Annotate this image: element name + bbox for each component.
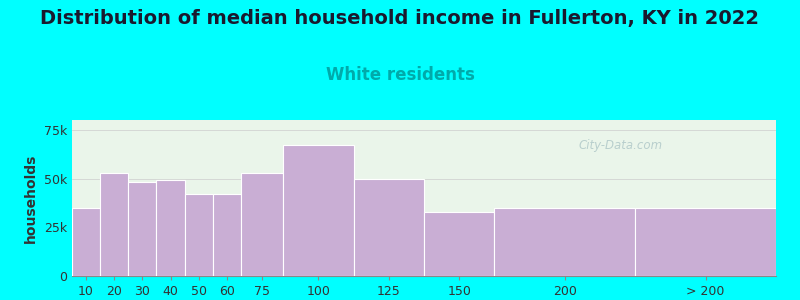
Bar — [635, 208, 776, 276]
Bar — [213, 194, 241, 276]
Bar — [157, 180, 185, 276]
Bar — [72, 208, 100, 276]
Text: White residents: White residents — [326, 66, 474, 84]
Y-axis label: households: households — [24, 153, 38, 243]
Bar — [128, 182, 157, 276]
Bar — [424, 212, 494, 276]
Bar — [354, 178, 424, 276]
Bar — [494, 208, 635, 276]
Bar — [100, 172, 128, 276]
Bar — [185, 194, 213, 276]
Text: City-Data.com: City-Data.com — [579, 139, 663, 152]
Bar — [241, 172, 283, 276]
Bar — [283, 145, 354, 276]
Text: Distribution of median household income in Fullerton, KY in 2022: Distribution of median household income … — [41, 9, 759, 28]
